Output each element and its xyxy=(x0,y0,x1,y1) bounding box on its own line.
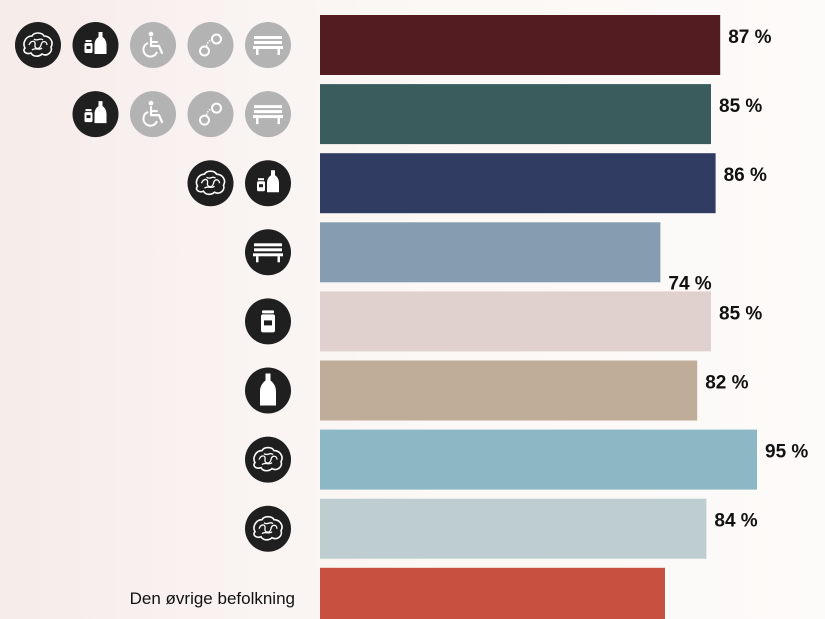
bar-1 xyxy=(320,15,721,75)
handcuffs-icon xyxy=(187,91,234,138)
bench-icon xyxy=(245,22,291,68)
bar-3 xyxy=(320,153,716,214)
bar-value-label-3: 86 % xyxy=(724,165,767,186)
bar-8 xyxy=(320,498,707,559)
bench-icon xyxy=(245,91,291,138)
bar-value-label-4: 74 % xyxy=(668,273,711,294)
handcuffs-icon xyxy=(187,22,234,68)
bar-value-label-7: 95 % xyxy=(765,442,808,463)
bar-value-label-8: 84 % xyxy=(714,511,757,532)
bar-value-label-6: 82 % xyxy=(705,373,748,394)
plot-area: 87 %85 %86 %74 %85 %82 %95 %84 %75 % xyxy=(320,15,808,619)
bar-value-label-2: 85 % xyxy=(719,96,762,117)
bar-4 xyxy=(320,222,661,283)
row-icons: Den øvrige befolkning xyxy=(15,22,295,608)
bar-5 xyxy=(320,291,711,352)
bar-9 xyxy=(320,567,665,619)
brain-icon xyxy=(15,22,61,68)
bench-icon xyxy=(245,229,291,276)
substance-icon xyxy=(72,22,119,68)
brain-icon xyxy=(245,436,291,483)
wheelchair-icon xyxy=(130,22,176,68)
bar-value-label-5: 85 % xyxy=(719,303,762,324)
bar-6 xyxy=(320,360,698,421)
brain-icon xyxy=(187,160,234,207)
bottle-icon xyxy=(245,367,291,414)
brain-icon xyxy=(245,505,291,552)
category-label-9: Den øvrige befolkning xyxy=(130,589,295,608)
wheelchair-icon xyxy=(130,91,176,138)
substance-icon xyxy=(72,91,119,138)
medicine-jar-icon xyxy=(245,298,291,345)
substance-icon xyxy=(245,160,291,207)
bar-2 xyxy=(320,84,711,145)
bar-value-label-1: 87 % xyxy=(728,27,771,48)
bar-7 xyxy=(320,429,757,490)
